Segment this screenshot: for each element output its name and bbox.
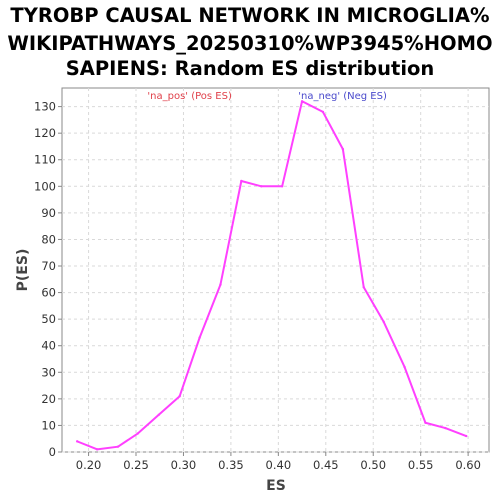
y-tick-label: 70 — [41, 259, 56, 273]
data-point — [341, 147, 345, 151]
y-tick-label: 20 — [41, 392, 56, 406]
data-point — [136, 432, 140, 435]
x-tick-label: 0.55 — [408, 458, 434, 472]
y-tick-label: 60 — [41, 286, 56, 300]
x-tick-label: 0.20 — [76, 458, 102, 472]
data-point — [178, 395, 181, 398]
y-tick-label: 110 — [34, 153, 56, 167]
data-point — [95, 448, 99, 451]
y-tick-label: 90 — [41, 206, 56, 220]
axes: 0 10 20 30 40 50 60 70 80 90 100 110 120 130 0.20 0.25 0… — [34, 100, 481, 472]
data-point — [260, 185, 263, 188]
legend-annotation: 'na_pos' (Pos ES) — [147, 91, 232, 102]
data-point — [424, 421, 427, 424]
data-point — [198, 336, 201, 339]
data-point — [382, 320, 385, 324]
legend-annotation: 'na_neg' (Neg ES) — [298, 91, 387, 102]
data-point — [444, 426, 447, 430]
x-tick-label: 0.45 — [313, 458, 339, 472]
chart-title-line-2: WIKIPATHWAYS_20250310%WP3945%HOMO — [7, 32, 492, 55]
y-tick-label: 0 — [49, 445, 56, 459]
y-tick-label: 50 — [41, 312, 56, 326]
y-tick-label: 40 — [41, 339, 56, 353]
y-tick-label: 10 — [41, 418, 56, 432]
data-point — [300, 100, 304, 103]
data-point — [219, 283, 222, 286]
x-tick-label: 0.25 — [123, 458, 149, 472]
y-tick-label: 100 — [34, 179, 56, 193]
y-tick-label: 80 — [41, 232, 56, 246]
annotations: 'na_pos' (Pos ES) 'na_neg' (Neg ES) — [147, 91, 387, 102]
series-group — [75, 100, 468, 451]
data-point — [75, 440, 79, 443]
series-line — [76, 100, 467, 451]
data-point — [465, 434, 468, 438]
data-point — [280, 185, 284, 188]
y-tick-label: 120 — [34, 126, 56, 140]
y-tick-label: 30 — [41, 365, 56, 379]
y-axis-label: P(ES) — [15, 249, 31, 292]
x-tick-label: 0.50 — [360, 458, 386, 472]
data-point — [240, 179, 243, 183]
data-point — [403, 365, 406, 369]
x-tick-label: 0.40 — [266, 458, 292, 472]
chart-title-line-1: TYROBP CAUSAL NETWORK IN MICROGLIA% — [10, 4, 489, 27]
x-tick-label: 0.35 — [218, 458, 244, 472]
data-point — [116, 445, 120, 448]
x-tick-label: 0.60 — [455, 458, 481, 472]
grid — [62, 88, 489, 453]
plot-area — [61, 87, 490, 453]
data-point — [321, 110, 325, 114]
data-point — [157, 413, 160, 417]
y-tick-label: 130 — [34, 100, 56, 114]
data-point — [362, 286, 365, 289]
chart-title-line-3: SAPIENS: Random ES distribution — [66, 57, 435, 80]
x-tick-label: 0.30 — [171, 458, 197, 472]
x-axis-label: ES — [266, 478, 286, 494]
